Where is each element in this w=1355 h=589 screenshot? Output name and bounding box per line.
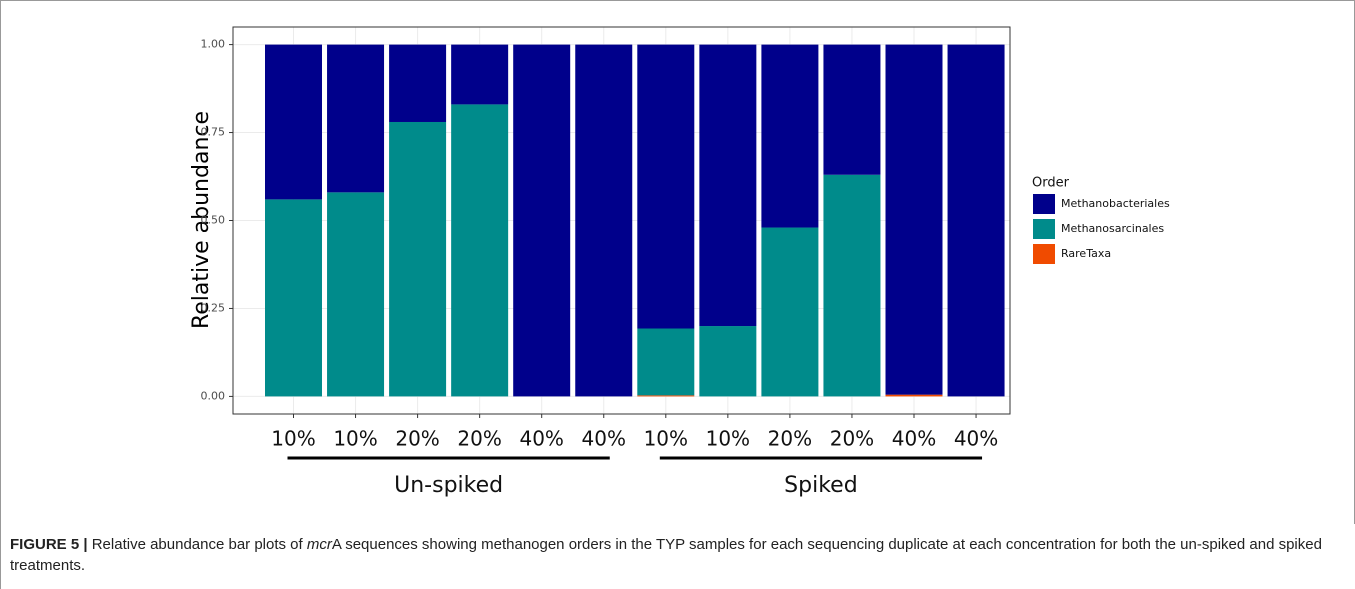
bar-segment (885, 394, 943, 397)
y-tick-label: 0.75 (201, 126, 226, 139)
x-tick-label: 20% (457, 427, 501, 451)
bar-segment (637, 44, 695, 329)
x-tick-label: 20% (830, 427, 874, 451)
legend-swatch (1033, 244, 1055, 264)
bar-segment (699, 326, 757, 397)
bar-segment (451, 44, 509, 105)
y-tick-label: 0.50 (201, 214, 226, 227)
x-tick-label: 40% (519, 427, 563, 451)
bar-segment (265, 199, 322, 397)
bar-segment (637, 328, 695, 396)
bar-segment (513, 44, 571, 397)
plot-border (232, 26, 1011, 415)
x-tick-label: 10% (644, 427, 688, 451)
bar-segment (575, 44, 633, 397)
bar-segment (451, 104, 509, 397)
bar-segment (823, 44, 881, 175)
bar-segment (885, 44, 943, 395)
x-tick-label: 20% (395, 427, 439, 451)
bar-segment (327, 192, 385, 397)
bar-segment (699, 44, 757, 327)
bar-segment (265, 44, 322, 200)
legend-label: Methanosarcinales (1061, 222, 1164, 235)
legend-swatch (1033, 219, 1055, 239)
legend-swatch (1033, 194, 1055, 214)
x-tick-label: 10% (706, 427, 750, 451)
bar-segment (389, 44, 447, 122)
x-tick-label: 10% (271, 427, 315, 451)
x-tick-label: 40% (954, 427, 998, 451)
bar-segment (389, 121, 447, 397)
x-tick-label: 10% (333, 427, 377, 451)
x-tick-label: 20% (768, 427, 812, 451)
bar-segment (761, 227, 819, 397)
y-axis-label: Relative abundance (189, 111, 214, 329)
group-label: Spiked (784, 473, 858, 498)
x-tick-label: 40% (582, 427, 626, 451)
caption-text: Relative abundance bar plots of (87, 536, 307, 553)
bar-segment (637, 395, 695, 397)
y-tick-label: 0.25 (201, 301, 226, 314)
x-tick-label: 40% (892, 427, 936, 451)
legend-label: Methanobacteriales (1061, 197, 1170, 210)
caption-text: A sequences showing methanogen orders in… (10, 536, 1322, 574)
caption: FIGURE 5 | Relative abundance bar plots … (10, 534, 1340, 576)
y-tick-label: 1.00 (201, 38, 226, 51)
y-tick-label: 0.00 (201, 389, 226, 402)
group-label: Un-spiked (394, 473, 503, 498)
bar-segment (947, 44, 1005, 397)
legend-label: RareTaxa (1061, 247, 1111, 260)
legend-title: Order (1032, 176, 1070, 191)
bar-segment (761, 44, 819, 228)
caption-italic: mcr (306, 536, 332, 553)
bar-segment (327, 44, 385, 193)
caption-label: FIGURE 5 | (10, 536, 88, 553)
bar-segment (823, 174, 881, 397)
